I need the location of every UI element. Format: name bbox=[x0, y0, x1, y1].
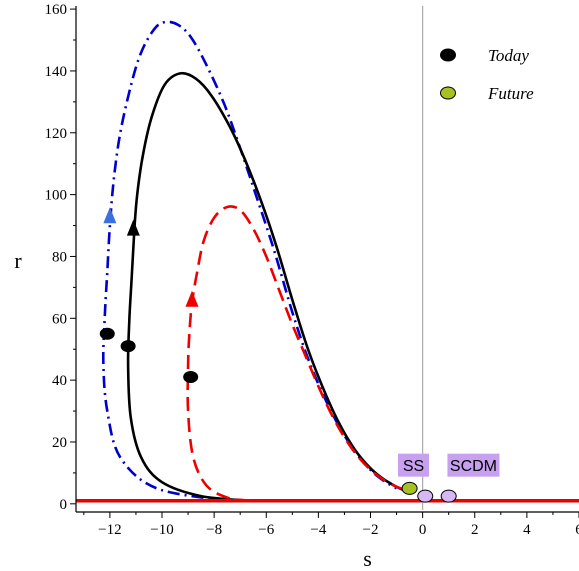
fixed-point bbox=[440, 489, 457, 503]
series-line-2 bbox=[186, 205, 408, 502]
direction-arrow bbox=[126, 219, 140, 236]
today-point bbox=[120, 340, 136, 353]
legend-label: Today bbox=[488, 46, 529, 65]
legend-marker bbox=[440, 48, 456, 62]
label-badge-text: SS bbox=[403, 458, 424, 475]
x-tick-label: 0 bbox=[419, 522, 427, 538]
future-point bbox=[401, 481, 418, 495]
y-tick-label: 160 bbox=[45, 2, 68, 18]
legend-label: Future bbox=[487, 84, 534, 103]
fixed-point bbox=[417, 489, 434, 503]
y-tick-label: 40 bbox=[52, 373, 67, 389]
x-tick-label: −2 bbox=[363, 522, 379, 538]
y-tick-label: 60 bbox=[52, 311, 67, 327]
series-line-1 bbox=[126, 71, 408, 502]
label-badge-text: SCDM bbox=[450, 458, 497, 475]
today-point bbox=[183, 371, 199, 384]
y-tick-label: 140 bbox=[45, 64, 68, 80]
y-tick-label: 0 bbox=[60, 497, 68, 513]
markers-layer bbox=[99, 207, 457, 503]
x-tick-label: −4 bbox=[310, 522, 326, 538]
x-tick-label: −12 bbox=[98, 522, 121, 538]
x-tick-label: 4 bbox=[523, 522, 531, 538]
x-tick-label: −6 bbox=[258, 522, 274, 538]
series-line-0 bbox=[101, 20, 398, 502]
today-point bbox=[99, 327, 115, 340]
axes-layer: −12 −10 −8 −6 −4 −2 0 2 4 6020406080100120140160s… bbox=[14, 2, 579, 571]
annotations-layer: SS SCDM bbox=[398, 453, 500, 477]
x-tick-label: −8 bbox=[206, 522, 222, 538]
label-badge bbox=[398, 453, 430, 477]
direction-arrow bbox=[103, 207, 117, 224]
y-tick-label: 80 bbox=[52, 249, 67, 265]
y-axis-label: r bbox=[14, 248, 22, 273]
y-tick-label: 100 bbox=[45, 188, 68, 204]
direction-arrow bbox=[185, 290, 199, 307]
x-tick-label: 6 bbox=[575, 522, 579, 538]
x-tick-label: −10 bbox=[150, 522, 173, 538]
y-tick-label: 20 bbox=[52, 435, 67, 451]
x-tick-label: 2 bbox=[471, 522, 479, 538]
legend: Today Future bbox=[440, 46, 534, 103]
legend-marker bbox=[440, 86, 456, 100]
label-badge bbox=[447, 453, 500, 477]
x-axis-label: s bbox=[363, 546, 372, 571]
y-tick-label: 120 bbox=[45, 126, 68, 142]
